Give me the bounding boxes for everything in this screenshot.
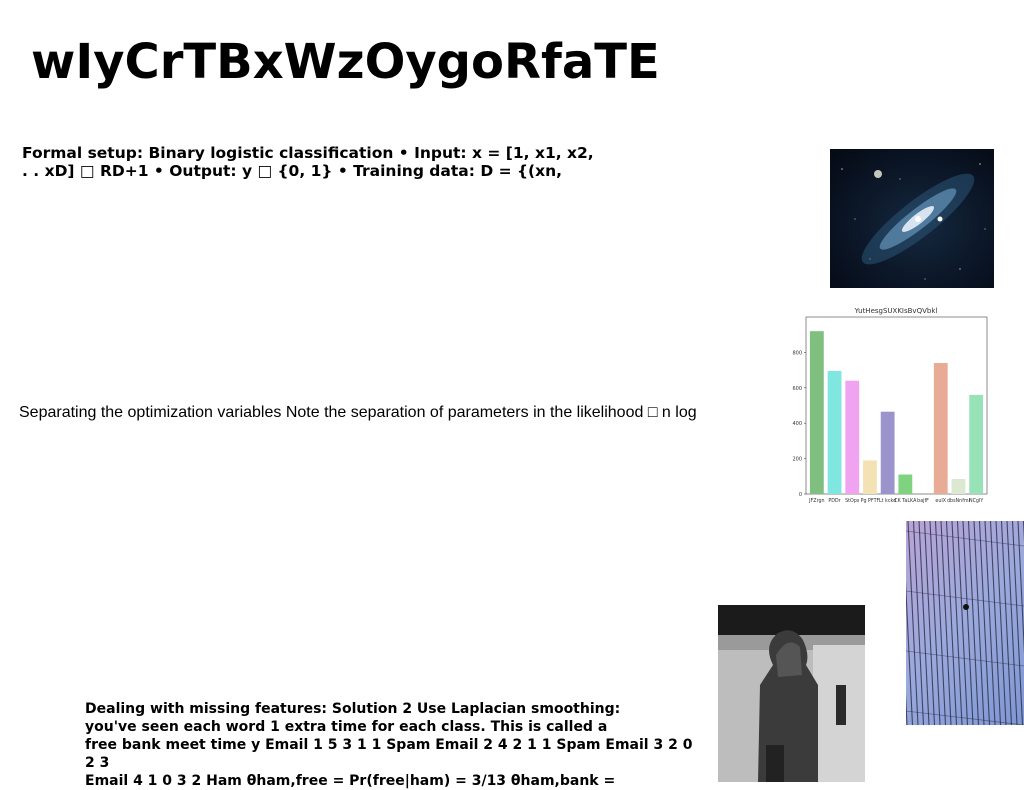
y-tick-label: 200 xyxy=(792,457,802,463)
y-axis: 0 200 400 600 800 xyxy=(792,350,806,498)
stair-line xyxy=(925,521,935,725)
x-tick-label: dbsNnfmi xyxy=(947,498,970,504)
stair-line xyxy=(936,521,946,725)
text-line: Email 4 1 0 3 2 Ham θham,free = Pr(free|… xyxy=(85,772,705,790)
x-tick-label: bajfF xyxy=(917,498,929,504)
galaxy-image xyxy=(830,149,994,288)
stair-line xyxy=(941,521,951,725)
bar xyxy=(969,395,983,494)
x-tick-label: StOps xyxy=(845,498,860,504)
x-tick-label: CK TaLKA xyxy=(894,498,917,504)
y-tick-label: 800 xyxy=(792,350,802,356)
text-line: free bank meet time y Email 1 5 3 1 1 Sp… xyxy=(85,736,705,772)
bar xyxy=(881,412,895,494)
stair-line xyxy=(908,521,918,725)
bar xyxy=(828,371,842,494)
bar xyxy=(952,479,966,494)
slide-title: wIyCrTBxWzOygoRfaTE xyxy=(31,32,660,92)
stair-line xyxy=(996,521,1006,725)
stair-line xyxy=(991,521,1001,725)
stair-line xyxy=(906,521,907,725)
stair-line xyxy=(969,521,979,725)
separating-variables-text: Separating the optimization variables No… xyxy=(19,403,709,423)
text-line: you've seen each word 1 extra time for e… xyxy=(85,718,705,736)
missing-features-text: Dealing with missing features: Solution … xyxy=(85,700,705,790)
formal-setup-text: Formal setup: Binary logistic classifica… xyxy=(22,144,622,180)
text-line: Dealing with missing features: Solution … xyxy=(85,700,705,718)
bar xyxy=(845,381,859,494)
bar xyxy=(863,460,877,494)
stairs-image xyxy=(906,521,1024,725)
x-tick-label: euIX xyxy=(935,498,946,504)
stair-line xyxy=(974,521,984,725)
bar-chart-svg: YutHesgSUXKIsBvQVbkl 0 200 400 600 800 JFZrg… xyxy=(780,300,990,512)
x-tick-label: JFZrgn xyxy=(808,498,824,504)
x-tick-label: Pg PFTF xyxy=(861,498,880,504)
stair-line xyxy=(919,521,929,725)
y-tick-label: 600 xyxy=(792,386,802,392)
stair-line xyxy=(952,521,962,725)
stair-line xyxy=(980,521,990,725)
stair-line xyxy=(958,521,968,725)
stair-line xyxy=(985,521,995,725)
bar xyxy=(898,475,912,494)
person-silhouette xyxy=(963,604,969,610)
chart-title: YutHesgSUXKIsBvQVbkl xyxy=(854,307,938,315)
bar xyxy=(810,331,824,494)
bar-chart: YutHesgSUXKIsBvQVbkl 0 200 400 600 800 JFZrg… xyxy=(780,300,990,512)
stair-line xyxy=(1007,521,1017,725)
stair-line xyxy=(914,521,924,725)
bar xyxy=(934,363,948,494)
bars xyxy=(810,331,983,494)
y-tick-label: 400 xyxy=(792,421,802,427)
stair-line xyxy=(963,521,973,725)
y-tick-label: 0 xyxy=(799,492,802,498)
stair-line xyxy=(1013,521,1023,725)
person-photo xyxy=(718,605,865,782)
text-line: Formal setup: Binary logistic classifica… xyxy=(22,144,622,162)
stair-line xyxy=(1002,521,1012,725)
x-tick-label: PDDr xyxy=(828,498,840,504)
text-line: . . xD] □ RD+1 • Output: y □ {0, 1} • Tr… xyxy=(22,162,622,180)
stair-line xyxy=(947,521,957,725)
x-tick-label: NCgIY xyxy=(969,498,983,504)
stair-line xyxy=(930,521,940,725)
